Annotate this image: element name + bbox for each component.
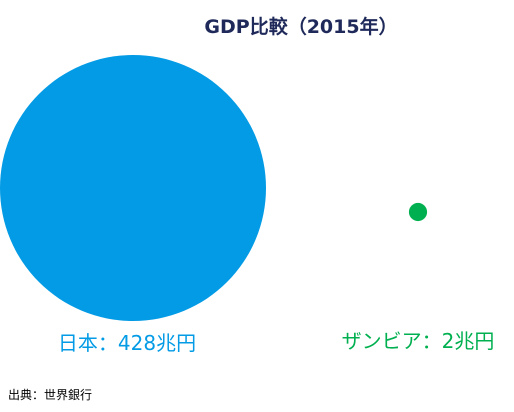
chart-title: GDP比較（2015年）	[204, 15, 397, 38]
label-zambia: ザンビア：2兆円	[342, 329, 495, 353]
bubble-zambia	[408, 202, 428, 222]
source-note: 出典：世界銀行	[8, 388, 92, 402]
bubble-japan	[0, 55, 266, 321]
label-japan: 日本：428兆円	[58, 331, 196, 355]
